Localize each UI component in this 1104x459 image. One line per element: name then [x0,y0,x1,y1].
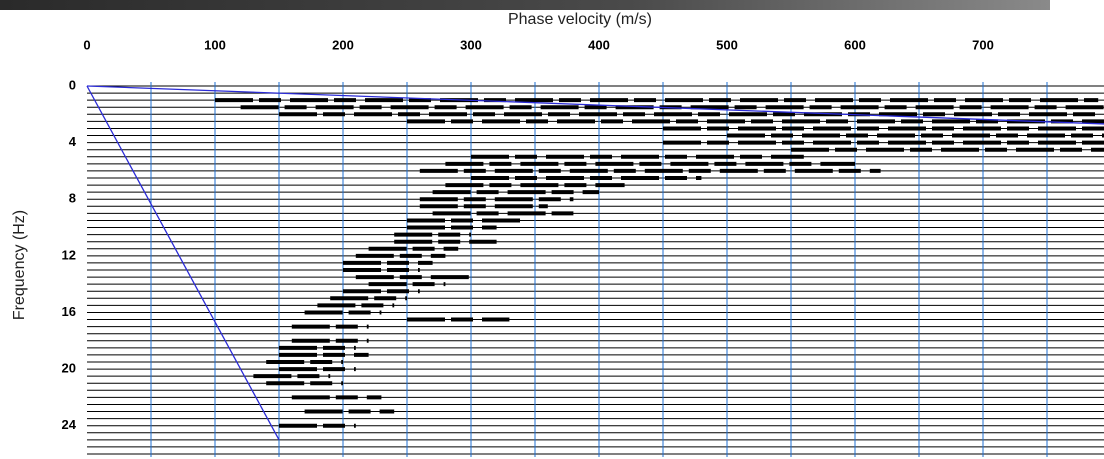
x-tick-label: 500 [716,37,738,52]
x-tick-label: 600 [844,37,866,52]
y-tick-label: 24 [62,417,77,432]
y-tick-label: 4 [69,134,77,149]
x-axis-title: Phase velocity (m/s) [508,11,652,28]
x-tick-label: 100 [204,37,226,52]
x-tick-label: 200 [332,37,354,52]
y-tick-label: 12 [62,247,76,262]
y-tick-label: 0 [69,77,76,92]
plot-area: 01002003004005006007008004812162024 [62,37,1104,457]
x-tick-label: 0 [83,37,90,52]
y-tick-label: 20 [62,361,76,376]
window-header [0,0,1050,10]
y-tick-label: 16 [62,304,76,319]
limit-line [86,85,1104,125]
y-axis-title: Frequency (Hz) [11,210,28,320]
limit-line [86,85,280,441]
x-tick-label: 700 [972,37,994,52]
x-tick-label: 400 [588,37,610,52]
x-tick-label: 300 [460,37,482,52]
y-tick-label: 8 [69,191,76,206]
